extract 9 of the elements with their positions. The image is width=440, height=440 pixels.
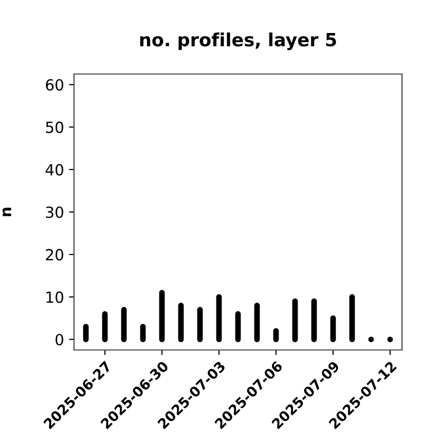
y-tick-label: 20 (46, 248, 64, 260)
chart-title: no. profiles, layer 5 (140, 32, 336, 50)
y-tick-label: 50 (46, 122, 64, 134)
y-tick-label: 40 (46, 164, 64, 176)
y-tick-label: 0 (56, 334, 64, 346)
y-tick-label: 60 (46, 79, 64, 91)
y-tick-label: 30 (46, 206, 64, 218)
y-axis-title: n (2, 208, 12, 216)
y-tick-label: 10 (46, 291, 64, 303)
